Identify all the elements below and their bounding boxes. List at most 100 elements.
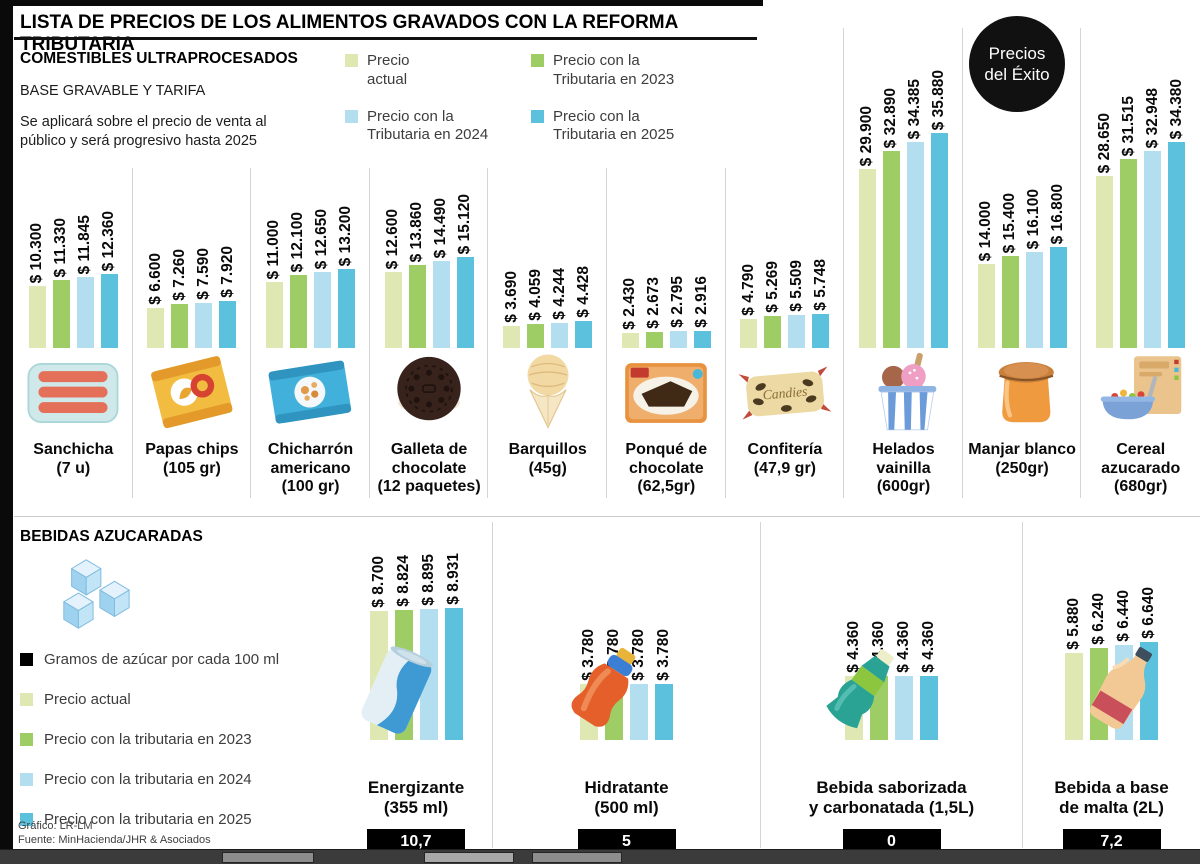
legend-swatch xyxy=(20,693,33,706)
bar-group: $ 12.360 xyxy=(100,211,118,348)
price-bar xyxy=(503,326,521,348)
bar-value-label: $ 6.600 xyxy=(146,253,164,305)
bar-group: $ 3.690 xyxy=(503,271,521,348)
price-bar xyxy=(740,319,758,348)
bar-group: $ 12.600 xyxy=(384,209,402,348)
bar-group: $ 6.600 xyxy=(147,253,165,348)
bar-value-label: $ 8.895 xyxy=(419,554,437,606)
maltabottle-icon xyxy=(1062,640,1172,761)
product-bar-chart: $ 12.600 $ 13.860 $ 14.490 $ 15.120 xyxy=(373,26,486,348)
bar-value-label: $ 34.385 xyxy=(906,78,924,139)
price-bar xyxy=(444,608,463,740)
price-bar xyxy=(858,169,876,348)
bar-group: $ 11.000 xyxy=(265,220,283,348)
price-bar xyxy=(100,274,118,348)
bar-group: $ 34.385 xyxy=(906,79,924,348)
bebidas-legend: Gramos de azúcar por cada 100 ml Precio a… xyxy=(20,651,336,828)
footer-credits: Gráfico: LR-LM Fuente: MinHacienda/JHR &… xyxy=(18,819,211,848)
price-bar xyxy=(655,684,673,740)
product-ponque: $ 2.430 $ 2.673 $ 2.795 $ 2.916 Ponqué de ch… xyxy=(605,26,726,504)
bar-group: $ 4.059 xyxy=(527,269,545,348)
bar-value-label: $ 28.650 xyxy=(1095,112,1113,173)
bar-group: $ 15.400 xyxy=(1001,193,1019,348)
bar-value-label: $ 6.240 xyxy=(1090,593,1107,645)
bar-value-label: $ 4.790 xyxy=(739,264,757,316)
legend-item-2: Precio con la tributaria en 2024 xyxy=(20,771,336,788)
drink-maltabottle: $ 5.880 $ 6.240 $ 6.440 $ 6.640 Bebida a bas… xyxy=(1022,522,1200,854)
price-bar xyxy=(669,331,687,348)
product-bar-chart: $ 10.300 $ 11.330 $ 11.845 $ 12.360 xyxy=(17,26,130,348)
bar-value-label: $ 34.380 xyxy=(1167,78,1185,139)
bar-group: $ 4.360 xyxy=(895,621,913,740)
product-chicharron: $ 11.000 $ 12.100 $ 12.650 $ 13.200 Chicharr… xyxy=(250,26,370,504)
bar-value-label: $ 11.000 xyxy=(265,219,283,279)
legend-swatch xyxy=(20,813,33,826)
bar-group: $ 10.300 xyxy=(28,223,46,348)
svg-text:Candies: Candies xyxy=(762,384,808,403)
badge-line2: del Éxito xyxy=(984,65,1050,84)
taskbar-segment[interactable] xyxy=(424,852,514,863)
bar-group: $ 12.650 xyxy=(313,209,331,348)
bar-value-label: $ 6.640 xyxy=(1140,587,1157,639)
bar-value-label: $ 15.400 xyxy=(1001,192,1019,253)
icecream-icon xyxy=(847,350,960,436)
ponque-icon xyxy=(610,350,723,436)
taskbar-segment[interactable] xyxy=(222,852,314,863)
bar-value-label: $ 7.260 xyxy=(170,249,188,301)
chicharron-icon xyxy=(254,350,367,436)
taskbar-segment[interactable] xyxy=(532,852,622,863)
bar-value-label: $ 4.428 xyxy=(574,266,592,318)
bar-value-label: $ 5.269 xyxy=(763,261,781,313)
price-bar xyxy=(219,301,237,348)
legend-swatch xyxy=(20,653,33,666)
bar-group: $ 32.948 xyxy=(1144,88,1162,348)
legend-swatch xyxy=(345,109,358,123)
bar-group: $ 13.860 xyxy=(408,202,426,348)
bar-value-label: $ 8.700 xyxy=(369,556,387,608)
bar-value-label: $ 7.590 xyxy=(194,248,212,300)
product-label: Galleta de chocolate (12 paquetes) xyxy=(377,441,481,496)
cereal-icon xyxy=(1084,350,1197,436)
drinks-chart-grid: $ 8.700 $ 8.824 $ 8.895 $ 8.931 Energizante … xyxy=(340,522,1200,854)
price-bar xyxy=(1168,142,1186,348)
product-label: Chicharrón americano (100 gr) xyxy=(267,441,354,496)
bar-value-label: $ 2.795 xyxy=(669,276,687,328)
legend-swatch xyxy=(531,54,544,67)
price-bar xyxy=(575,321,593,348)
price-bar xyxy=(1120,159,1138,348)
product-barquillo: $ 3.690 $ 4.059 $ 4.244 $ 4.428 Barquillos (… xyxy=(487,26,607,504)
legend-swatch xyxy=(20,773,33,786)
price-bar xyxy=(1144,151,1162,348)
drink-sodabottle: $ 4.360 $ 4.360 $ 4.360 $ 4.360 Bebida sabor… xyxy=(760,522,1022,854)
bar-value-label: $ 35.880 xyxy=(930,69,948,130)
legend-item-2: Precio con la Tributaria en 2024 xyxy=(345,108,531,146)
legend-label: Precio con la Tributaria en 2023 xyxy=(553,52,675,88)
price-bar xyxy=(1001,256,1019,348)
bar-value-label: $ 5.509 xyxy=(787,260,805,312)
product-cereal: $ 28.650 $ 31.515 $ 32.948 $ 34.380 Cereal a… xyxy=(1080,26,1200,504)
product-bar-chart: $ 11.000 $ 12.100 $ 12.650 $ 13.200 xyxy=(254,26,367,348)
bar-value-label: $ 2.916 xyxy=(693,276,711,328)
price-bar xyxy=(456,257,474,348)
product-label: Barquillos (45g) xyxy=(508,441,587,477)
bar-group: $ 2.795 xyxy=(669,276,687,348)
footer-credit: Gráfico: LR-LM xyxy=(18,820,93,832)
legend-label: Precio con la tributaria en 2025 xyxy=(44,811,252,828)
legend-swatch xyxy=(531,109,544,123)
jar-icon xyxy=(966,350,1079,436)
price-bar xyxy=(977,264,995,348)
product-bar-chart: $ 4.790 $ 5.269 $ 5.509 $ 5.748 xyxy=(729,26,842,348)
bar-value-label: $ 10.300 xyxy=(28,222,46,283)
price-bar xyxy=(1096,176,1114,348)
product-bar-chart: $ 28.650 $ 31.515 $ 32.948 $ 34.380 xyxy=(1084,26,1197,348)
legend-item-3: Precio con la tributaria en 2025 xyxy=(20,811,336,828)
product-bar-chart: $ 2.430 $ 2.673 $ 2.795 $ 2.916 xyxy=(610,26,723,348)
legend-item-0: Precio actual xyxy=(345,52,531,90)
price-bar xyxy=(527,324,545,348)
price-bar xyxy=(28,286,46,348)
price-bar xyxy=(52,280,70,348)
bar-group: $ 2.916 xyxy=(693,276,711,348)
bar-value-label: $ 16.800 xyxy=(1049,183,1067,244)
price-bar xyxy=(812,314,830,348)
bar-group: $ 2.430 xyxy=(621,278,639,348)
